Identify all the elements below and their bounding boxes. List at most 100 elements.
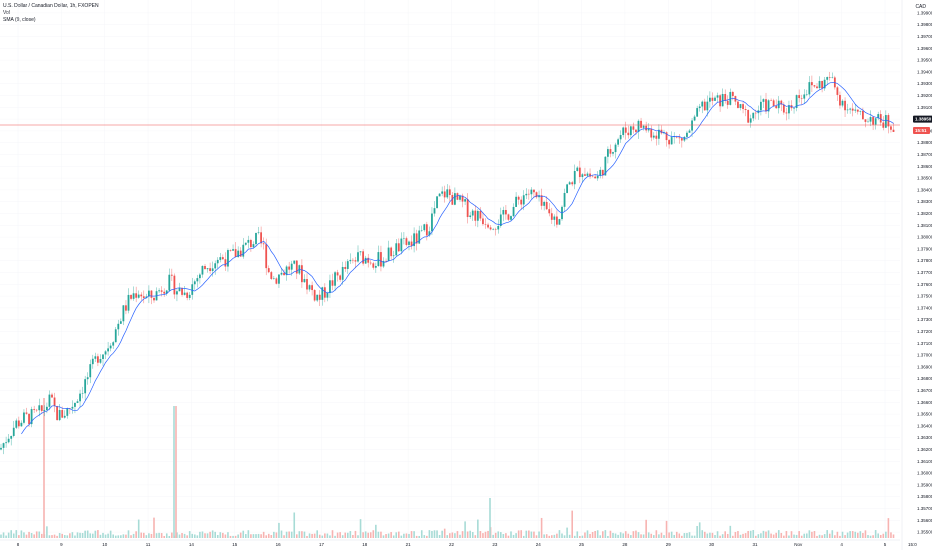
candle-body [818,80,821,89]
volume-bar [288,531,290,538]
volume-bar [864,530,867,538]
volume-bar [196,535,199,538]
candle-body [443,191,446,198]
volume-bar [130,535,132,538]
candle-body [326,293,329,298]
candle-body [308,285,311,290]
volume-bar [296,534,298,538]
candle-body [548,209,551,214]
volume-bar [298,531,301,538]
volume-bar [775,532,777,538]
volume-bar [94,530,97,538]
candle-body [33,409,36,410]
candle-body [701,101,704,107]
volume-bar [150,533,153,538]
candle-body [142,296,145,299]
candle-body [15,420,18,428]
candle-body [191,284,194,295]
volume-bar [420,530,423,538]
candle-body [117,323,120,330]
candle-body [479,210,482,219]
volume-bar [438,534,441,538]
candle-body [239,250,242,257]
price-tick-label: 1.37800 [917,258,932,263]
price-tags: 1.38950 15:51 15:0 [908,115,932,547]
volume-bar [183,533,186,538]
candle-body [698,106,701,109]
time-tick-label: 21 [406,542,412,547]
candle-body [438,193,441,197]
volume-bar [89,533,92,538]
candle-body [632,126,635,130]
candle-body [515,196,517,207]
candle-body [678,137,681,139]
candle-body [181,287,183,295]
volume-bars [0,398,895,538]
candle-body [716,95,719,98]
candle-body [869,117,872,122]
volume-bar [324,533,326,538]
candle-body [884,115,887,128]
volume-bar [803,533,806,538]
candle-body [367,257,370,263]
candle-body [660,129,663,134]
candle-body [793,108,795,109]
volume-bar [502,534,505,538]
volume-bar [135,531,137,538]
candle-body [714,97,716,101]
candle-body [739,104,742,108]
candle-body [466,199,469,217]
volume-bar [33,534,35,538]
volume-bar [507,535,510,538]
price-tick-label: 1.38200 [917,211,932,216]
candle-body [56,406,58,421]
price-tick-label: 1.36400 [917,423,932,428]
volume-bar [160,533,163,538]
volume-bar [777,530,780,538]
volume-bar [436,530,438,538]
volume-bar [670,531,673,538]
volume-bar [767,530,770,538]
volume-bar [318,534,321,538]
price-tick-label: 1.37500 [917,294,932,299]
volume-bar [206,533,209,538]
candle-body [522,195,525,205]
price-tick-label: 1.38700 [917,152,932,157]
candle-body [627,132,630,136]
volume-bar [7,532,10,538]
candle-body [527,193,530,195]
volume-bar [428,530,431,538]
volume-bar [127,530,130,538]
candle-body [219,257,222,260]
volume-bar [362,532,364,538]
candle-body [316,294,319,301]
volume-bar [140,532,143,538]
candle-body [482,218,484,225]
volume-bar [711,532,714,538]
candle-body [272,278,275,279]
price-tick-label: 1.35700 [917,506,932,511]
candle-body [25,412,28,414]
volume-bar [188,531,191,538]
candle-body [821,80,823,89]
volume-bar [273,531,275,538]
volume-bar [841,531,844,538]
candle-body [614,144,617,153]
volume-bar [99,534,102,538]
volume-bar [500,532,502,538]
candle-body [173,275,176,295]
volume-bar [354,530,357,538]
volume-bar [545,534,548,538]
volume-bar [204,533,206,538]
price-tick-label: 1.39400 [917,69,932,74]
volume-bar [558,530,561,538]
volume-bar [586,530,589,538]
candle-body [471,210,474,216]
volume-bar [107,533,109,538]
volume-bar [811,531,813,538]
volume-bar [293,512,296,538]
price-tick-label: 1.36100 [917,459,932,464]
price-tick-label: 1.35500 [917,530,932,535]
candle-body [158,290,160,292]
